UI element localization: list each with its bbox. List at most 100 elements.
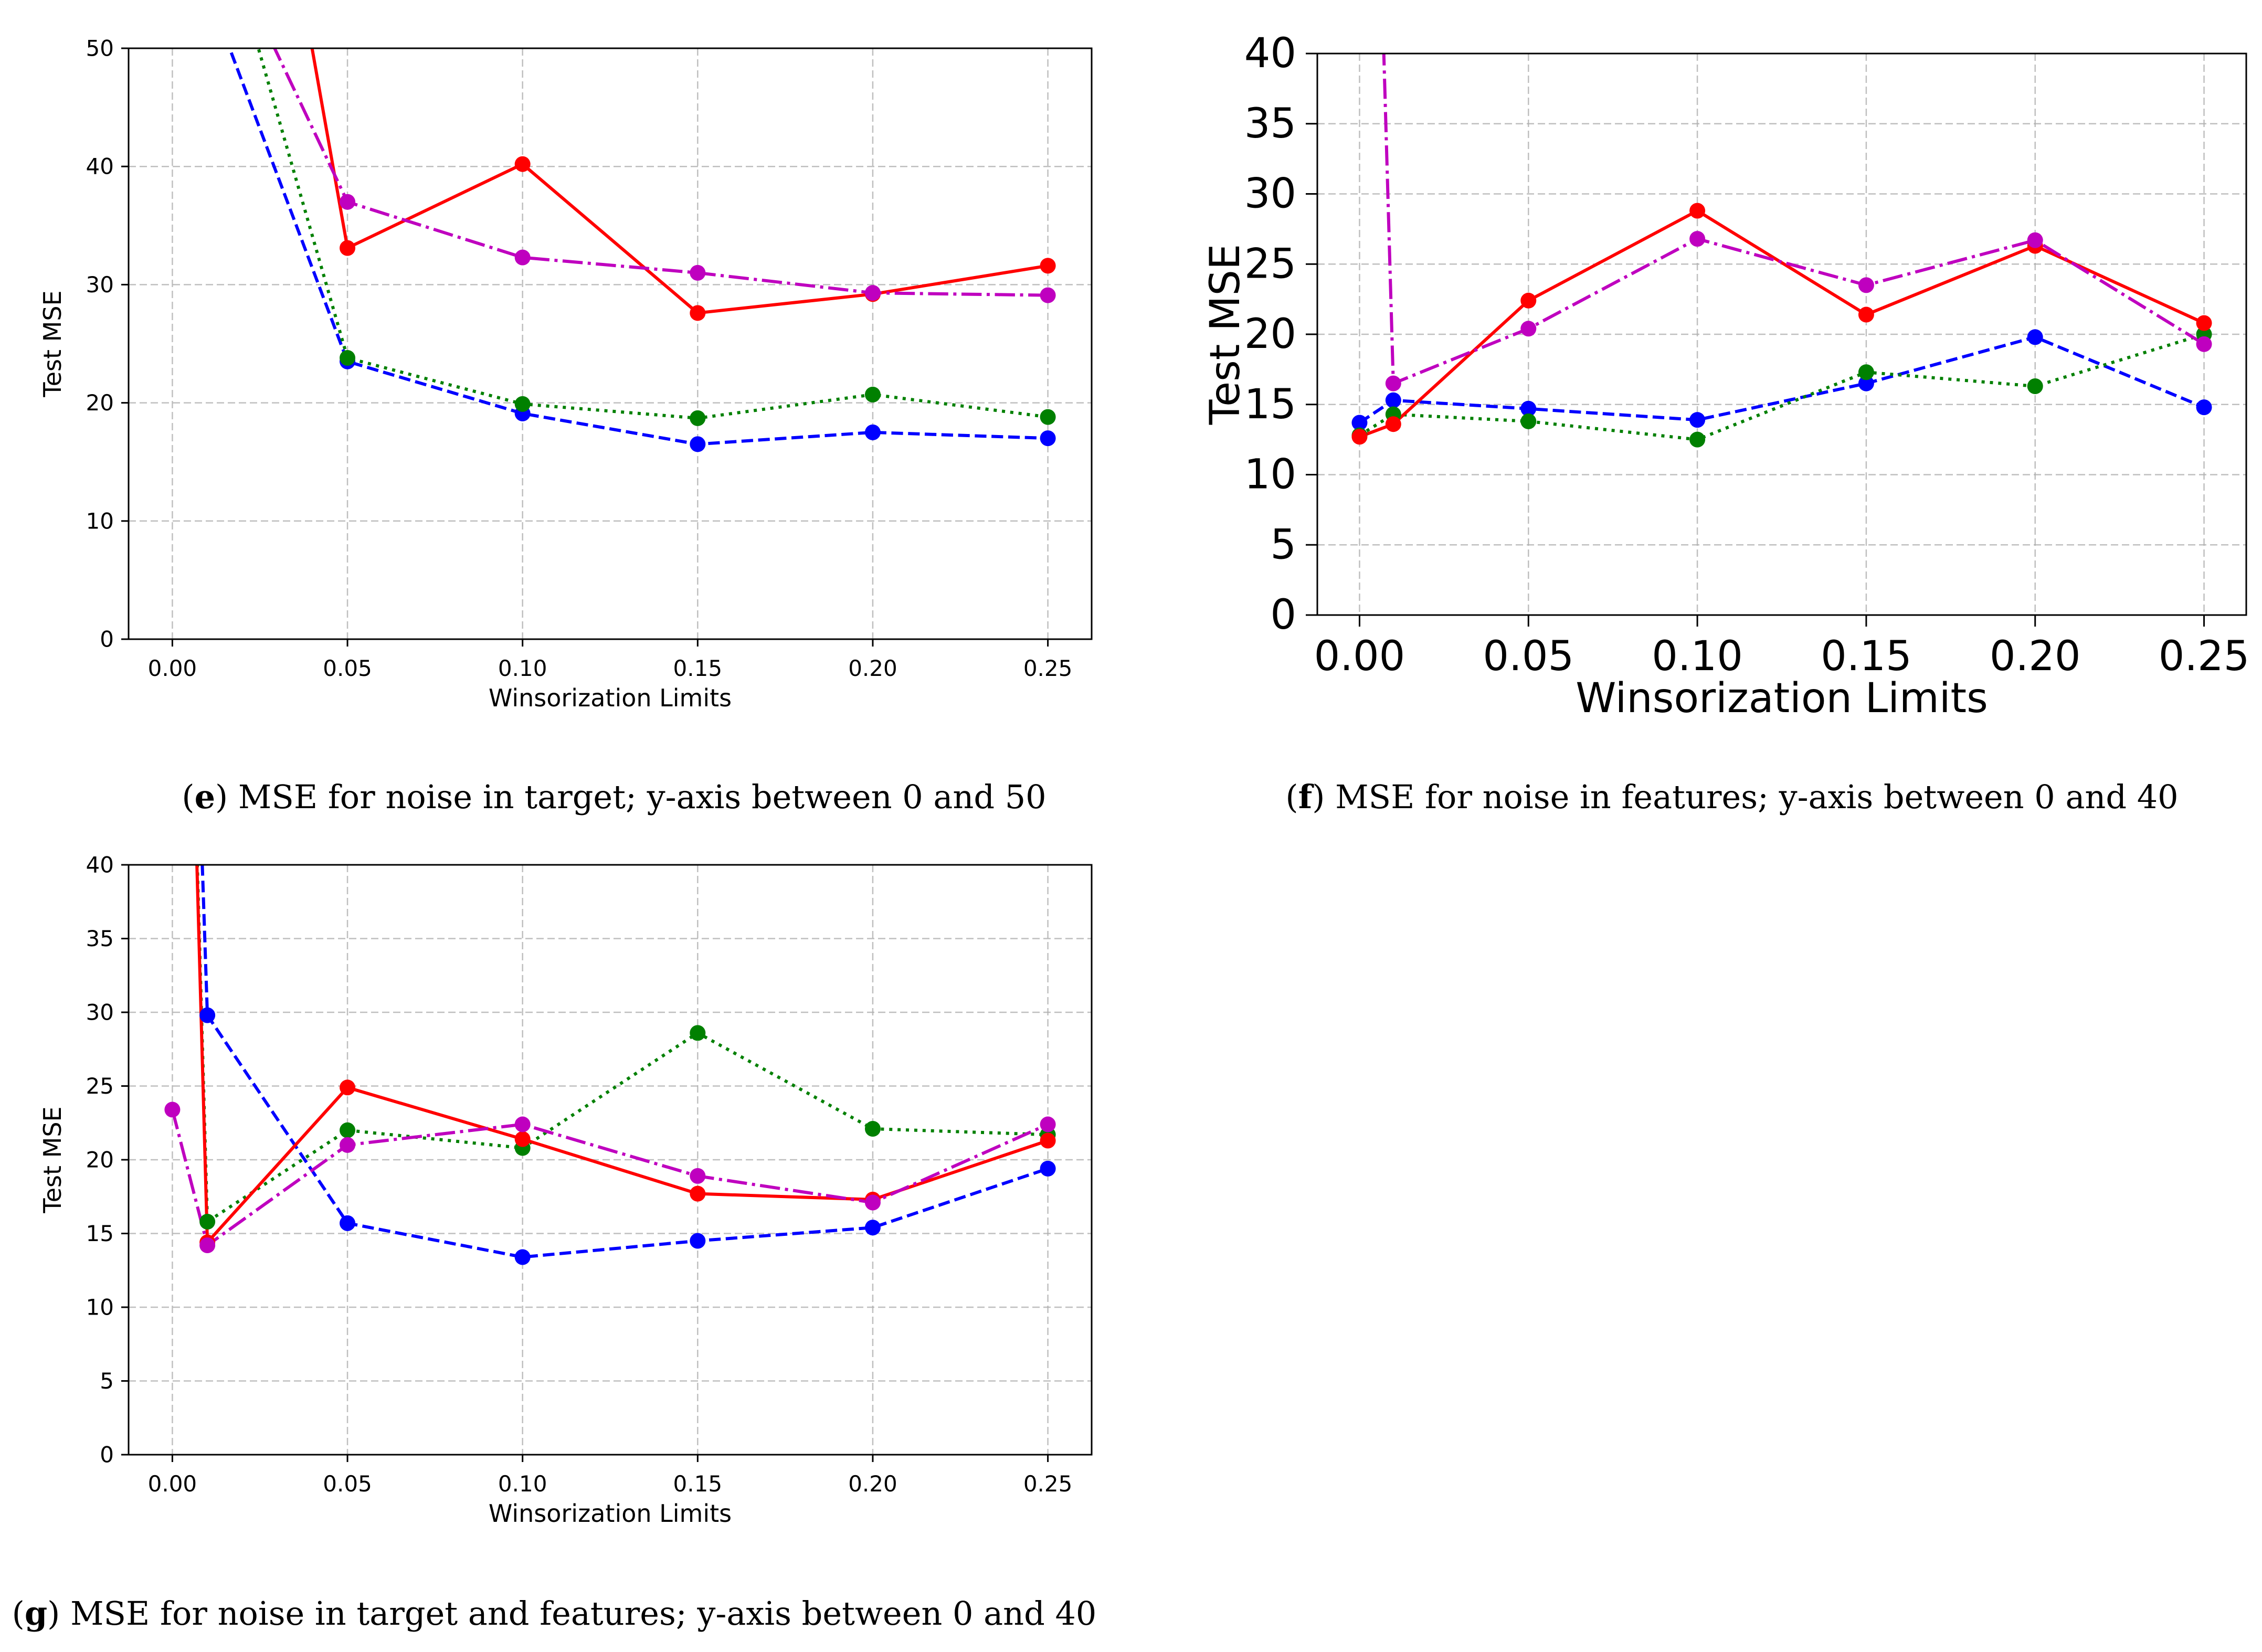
data-point-f-blue-6 [2196, 399, 2212, 416]
axes-frame-e [128, 47, 1093, 640]
y-tick-label-g-4: 20 [86, 1147, 114, 1173]
data-point-g-blue-1 [199, 1007, 216, 1023]
caption-e-letter: e [195, 778, 215, 816]
data-point-e-green-2 [340, 350, 356, 366]
y-tick-label-f-8: 40 [1244, 30, 1296, 77]
y-axis-label-f: Test MSE [1202, 244, 1249, 426]
data-point-g-magenta-4 [690, 1168, 706, 1184]
x-axis-label-e: Winsorization Limits [489, 684, 732, 712]
x-tick-label-g-1: 0.05 [323, 1471, 372, 1497]
data-point-f-red-1 [1385, 416, 1401, 432]
y-tick-label-g-1: 5 [100, 1368, 114, 1394]
data-point-f-magenta-4 [1858, 277, 1874, 293]
x-tick-label-f-0: 0.00 [1314, 633, 1405, 680]
data-point-g-green-4 [690, 1025, 706, 1041]
plot-area-g [164, 865, 1056, 1265]
x-axis-label-g: Winsorization Limits [489, 1499, 732, 1528]
data-point-f-magenta-2 [1520, 321, 1537, 337]
x-tick-label-g-4: 0.20 [848, 1471, 897, 1497]
data-point-e-red-6 [1040, 258, 1056, 274]
caption-f-text: ) MSE for noise in features; y-axis betw… [1312, 778, 2178, 816]
x-tick-label-f-3: 0.15 [1821, 633, 1912, 680]
caption-g: (g) MSE for noise in target and features… [12, 1594, 1097, 1633]
y-tick-label-f-4: 20 [1244, 311, 1296, 358]
data-point-e-blue-4 [690, 436, 706, 452]
data-point-g-red-2 [340, 1079, 356, 1096]
y-axis-label-e: Test MSE [38, 290, 67, 397]
y-tick-label-e-2: 20 [86, 390, 114, 416]
data-point-f-blue-5 [2027, 329, 2043, 345]
data-point-g-red-6 [1040, 1132, 1056, 1149]
data-point-g-blue-3 [514, 1249, 531, 1265]
data-point-f-blue-0 [1351, 415, 1368, 431]
data-point-f-blue-1 [1385, 392, 1401, 408]
data-point-g-magenta-5 [864, 1194, 881, 1211]
x-tick-label-e-1: 0.05 [323, 655, 372, 681]
y-tick-label-f-7: 35 [1244, 100, 1296, 147]
y-tick-label-f-5: 25 [1244, 240, 1296, 288]
y-tick-label-g-2: 10 [86, 1295, 114, 1320]
y-tick-label-e-1: 10 [86, 508, 114, 534]
data-point-f-red-4 [1858, 306, 1874, 323]
y-tick-label-e-0: 0 [100, 627, 114, 652]
data-point-g-magenta-6 [1040, 1116, 1056, 1132]
data-point-e-green-6 [1040, 409, 1056, 425]
x-tick-label-g-5: 0.25 [1023, 1471, 1073, 1497]
data-point-f-magenta-5 [2027, 232, 2043, 248]
x-tick-label-f-2: 0.10 [1652, 633, 1743, 680]
data-point-g-magenta-3 [514, 1116, 531, 1132]
caption-f: (f) MSE for noise in features; y-axis be… [1285, 778, 2178, 816]
data-point-f-blue-4 [1858, 375, 1874, 391]
data-point-e-magenta-3 [514, 249, 531, 266]
y-tick-label-f-0: 0 [1270, 591, 1296, 639]
x-tick-label-f-4: 0.20 [1990, 633, 2081, 680]
data-point-g-magenta-0 [164, 1102, 181, 1118]
data-point-g-blue-5 [864, 1220, 881, 1236]
data-point-e-red-3 [514, 156, 531, 172]
data-point-e-magenta-4 [690, 264, 706, 281]
y-tick-label-f-2: 10 [1244, 451, 1296, 499]
y-tick-label-g-8: 40 [86, 852, 114, 878]
data-point-f-green-5 [2027, 378, 2043, 394]
data-point-e-green-3 [514, 396, 531, 412]
data-point-f-red-3 [1689, 203, 1706, 219]
x-tick-label-e-2: 0.10 [498, 655, 547, 681]
data-point-f-blue-2 [1520, 400, 1537, 417]
y-tick-label-g-6: 30 [86, 1000, 114, 1025]
chart-panel-f: 0.00 0.05 0.10 0.15 0.20 0.25 0 5 10 15 20 25 30 35 40… [1202, 30, 2250, 722]
data-point-e-red-2 [340, 240, 356, 256]
data-point-e-magenta-5 [864, 285, 881, 301]
chart-panel-e: 0.00 0.05 0.10 0.15 0.20 0.25 0 10 20 30 40 50 Winso… [38, 36, 1093, 712]
y-axis-label-g: Test MSE [38, 1106, 67, 1213]
data-point-f-magenta-3 [1689, 231, 1706, 247]
y-tick-label-f-3: 15 [1244, 381, 1296, 428]
data-point-e-green-4 [690, 410, 706, 426]
caption-e: (e) MSE for noise in target; y-axis betw… [182, 778, 1046, 816]
data-point-f-red-2 [1520, 292, 1537, 309]
y-tick-label-g-7: 35 [86, 926, 114, 951]
x-axis-label-f: Winsorization Limits [1576, 675, 1988, 722]
caption-e-text: ) MSE for noise in target; y-axis betwee… [215, 778, 1047, 816]
data-point-e-magenta-2 [340, 194, 356, 210]
data-point-g-green-1 [199, 1214, 216, 1230]
plot-area-e [228, 48, 1056, 452]
data-point-g-red-4 [690, 1185, 706, 1202]
data-point-e-blue-6 [1040, 430, 1056, 447]
data-point-e-red-4 [690, 305, 706, 321]
y-tick-label-f-1: 5 [1270, 521, 1296, 568]
x-tick-label-f-5: 0.25 [2159, 633, 2250, 680]
y-tick-label-e-4: 40 [86, 154, 114, 179]
data-point-g-red-3 [514, 1131, 531, 1147]
x-tick-label-g-2: 0.10 [498, 1471, 547, 1497]
x-tick-label-e-3: 0.15 [673, 655, 723, 681]
data-point-g-blue-2 [340, 1215, 356, 1231]
y-tick-label-e-5: 50 [86, 36, 114, 61]
y-tick-label-f-6: 30 [1244, 171, 1296, 218]
y-tick-label-g-0: 0 [100, 1442, 114, 1468]
data-point-e-green-5 [864, 386, 881, 403]
caption-f-letter: f [1298, 778, 1314, 816]
data-point-g-green-5 [864, 1120, 881, 1137]
data-point-e-magenta-6 [1040, 287, 1056, 303]
